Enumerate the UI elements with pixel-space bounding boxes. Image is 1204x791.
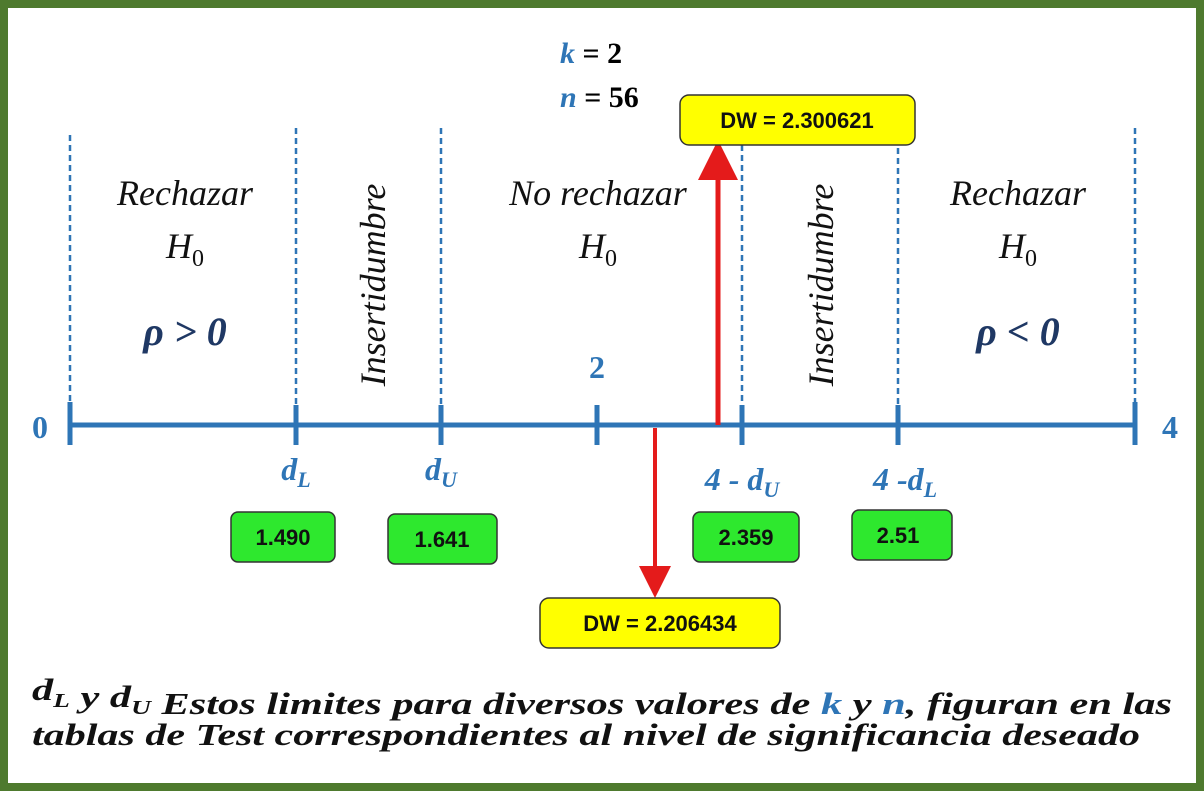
zone-label: Rechazar [116,173,254,213]
limit-label: dU [425,451,458,492]
footer-segment: Estos limites para diversos valores de [151,686,821,721]
boundaries [68,128,1137,425]
footer-segment: y [70,679,110,714]
limit-value: 2.359 [718,525,773,550]
footer-segment: n [882,686,906,721]
footer-segment: , figuran en las [904,686,1172,721]
zone-vertical: Insertidumbre [353,184,393,388]
zone-h: H0 [578,226,617,272]
dw-lower: DW = 2.206434 [583,611,737,636]
limit-label: 4 -dL [872,461,937,502]
zone-vertical: Insertidumbre [801,184,841,388]
param-k: k = 2 [560,37,622,70]
limit-boxes [230,509,953,565]
param-n: n = 56 [560,81,639,114]
limit-value: 2.51 [877,523,920,548]
dw-box [539,597,781,649]
dw-upper: DW = 2.300621 [720,108,873,133]
footer-segment: d [110,679,132,714]
footer-subscript: L [52,690,70,712]
zone-h: H0 [998,226,1037,272]
axis-end: 4 [1162,409,1178,445]
zone-label: No rechazar [508,173,688,213]
footer-segment: k [821,686,843,721]
axis-start: 0 [32,409,48,445]
limit-label: dL [281,451,310,492]
footer-line: tablas de Test correspondientes al nivel… [32,717,1140,752]
limit-value: 1.490 [255,525,310,550]
axis [67,402,1138,445]
limit-label: 4 - dU [704,461,781,502]
zone-rho: ρ > 0 [142,309,226,354]
dw-box [679,94,916,146]
zone-label: Rechazar [949,173,1087,213]
limit-value: 1.641 [414,527,469,552]
footer-segment: y [842,686,882,721]
footer-segment: d [32,672,54,707]
zone-rho: ρ < 0 [975,309,1059,354]
axis-middle: 2 [589,349,605,385]
footer-subscript: U [131,697,153,719]
zone-h: H0 [165,226,204,272]
